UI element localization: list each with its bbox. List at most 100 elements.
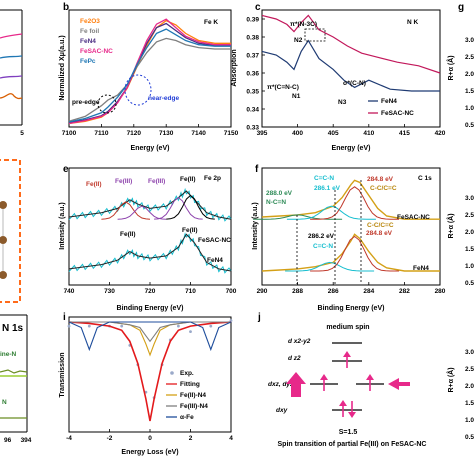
x-axis-label: Energy (eV) bbox=[332, 145, 371, 152]
legend-entry: FeN4 bbox=[413, 265, 429, 272]
x-tick-label: 7120 bbox=[127, 130, 142, 137]
chart-subtitle: Fe 2p bbox=[204, 175, 221, 182]
component-peak bbox=[310, 186, 400, 220]
series-lines bbox=[261, 14, 441, 92]
annotation: 288.0 eV bbox=[266, 190, 293, 197]
legend-entry: Fe foil bbox=[80, 28, 99, 35]
y-axis-label: Normalized Xμ(a.u.) bbox=[59, 35, 66, 100]
series-line bbox=[68, 22, 231, 124]
legend-entry: Fe(II)-N4 bbox=[180, 392, 206, 399]
x-tick-label: 7140 bbox=[191, 130, 206, 137]
annotation: Fe(III) bbox=[148, 178, 165, 185]
data-point bbox=[209, 324, 213, 328]
y-tick-label: 1.5 bbox=[465, 400, 474, 407]
x-axis-label: Energy (eV) bbox=[131, 145, 170, 152]
plot-frame bbox=[261, 167, 441, 286]
panel-j: j medium spin d x2-y2 d z2 dxz, dyz dxy … bbox=[257, 312, 426, 448]
x-tick-label: 410 bbox=[363, 130, 374, 137]
component-peak bbox=[154, 196, 203, 220]
left-strip-label: ine-N bbox=[0, 351, 17, 358]
up-arrow-icon bbox=[286, 372, 306, 397]
y-tick-label: 2.5 bbox=[465, 212, 474, 219]
series-lines bbox=[68, 18, 231, 125]
y-tick-label: 1.5 bbox=[465, 88, 474, 95]
atom-icon bbox=[0, 271, 7, 279]
annotation: near-edge bbox=[148, 95, 179, 102]
annotation: 286.2 eV bbox=[308, 233, 335, 240]
series-line bbox=[68, 18, 231, 125]
left-strip-label: N bbox=[2, 399, 7, 406]
panel-label-j: j bbox=[257, 312, 261, 323]
y-tick-label: 3.0 bbox=[465, 37, 474, 44]
x-tick-label: 282 bbox=[399, 288, 410, 295]
x-tick-label: 7150 bbox=[224, 130, 239, 137]
annotation: N-C=N bbox=[266, 199, 286, 206]
y-tick-label: 3.0 bbox=[465, 195, 474, 202]
series-line bbox=[261, 179, 440, 220]
data-point bbox=[177, 324, 180, 328]
x-axis-label: Binding Energy (eV) bbox=[117, 305, 184, 312]
x-tick-label: 710 bbox=[185, 288, 196, 295]
x-tick-labels: -4 -2 0 2 4 bbox=[66, 429, 233, 442]
legend-entry: Fitting bbox=[180, 381, 200, 388]
x-tick-label: 288 bbox=[292, 288, 303, 295]
panel-e: e Fe 2p 740 730 720 710 700 Binding Energy (… bbox=[59, 164, 237, 312]
left-strip-tick: 394 bbox=[21, 437, 32, 444]
x-tick-label: 730 bbox=[104, 288, 115, 295]
x-tick-label: 7100 bbox=[62, 130, 77, 137]
left-arrow-icon bbox=[388, 378, 410, 390]
plot-frame bbox=[261, 9, 441, 128]
y-tick-label: 2.5 bbox=[465, 366, 474, 373]
legend: Fe2O3 Fe foil FeN4 FeSAC-NC FePc bbox=[80, 18, 113, 65]
panel-i: i -4 -2 0 2 4 Energy Loss (eV) Transmission … bbox=[59, 312, 233, 456]
x-tick-label: 420 bbox=[435, 130, 446, 137]
level-label: d x2-y2 bbox=[288, 338, 311, 345]
panel-label-b: b bbox=[63, 2, 69, 13]
legend: FeN4 FeSAC-NC bbox=[368, 98, 414, 117]
x-tick-label: 415 bbox=[399, 130, 410, 137]
chart-subtitle: C 1s bbox=[418, 175, 432, 182]
y-tick-label: 0.5 bbox=[465, 280, 474, 287]
series-lines bbox=[67, 319, 233, 422]
legend-entry: FeSAC-NC bbox=[381, 110, 414, 117]
y-tick-label: 0.5 bbox=[465, 434, 474, 441]
level-label: dxz, dyz bbox=[268, 381, 294, 388]
panel-label-g: g bbox=[458, 2, 464, 13]
series-lines bbox=[68, 187, 232, 274]
x-tick-label: 400 bbox=[292, 130, 303, 137]
legend-entry: Fe(III)-N4 bbox=[180, 403, 208, 410]
y-tick-label: 1.0 bbox=[465, 105, 474, 112]
data-point bbox=[67, 324, 71, 328]
x-tick-label: 740 bbox=[64, 288, 75, 295]
fit-envelope bbox=[68, 190, 232, 220]
y-axis-label: R+α (Å) bbox=[446, 55, 455, 80]
diagram-title: medium spin bbox=[326, 324, 369, 331]
left-strip-panel-label: N 1s bbox=[2, 323, 24, 334]
x-tick-label: 7110 bbox=[94, 130, 108, 137]
annotation: 286.1 eV bbox=[314, 185, 341, 192]
tick-labels: 395 400 405 410 415 420 0.39 0.38 0.37 0.36 0.35 0.… bbox=[246, 17, 445, 138]
component-peak bbox=[285, 261, 375, 272]
atom-icon bbox=[0, 236, 7, 244]
y-axis-label: Transmission bbox=[59, 352, 66, 397]
y-axis-label: Absorption bbox=[231, 49, 238, 86]
x-tick-label: 290 bbox=[257, 288, 268, 295]
series-line bbox=[261, 233, 440, 272]
left-strip: 5 N 1s ine-N N 96 394 bbox=[0, 9, 32, 444]
legend-entry: FeN4 bbox=[207, 257, 223, 264]
x-tick-label: -2 bbox=[107, 435, 113, 442]
x-tick-label: 395 bbox=[257, 130, 268, 137]
y-tick-label: 0.39 bbox=[246, 17, 259, 24]
level-label: d z2 bbox=[288, 355, 301, 362]
data-point bbox=[120, 324, 124, 328]
legend-entry: FePc bbox=[80, 58, 96, 65]
x-tick-label: 2 bbox=[189, 435, 193, 442]
x-tick-label: -4 bbox=[66, 435, 72, 442]
y-tick-label: 0.38 bbox=[246, 35, 259, 42]
data-point bbox=[189, 330, 192, 333]
x-tick-labels: 740 730 720 710 700 bbox=[64, 282, 237, 295]
y-tick-label: 1.5 bbox=[465, 246, 474, 253]
y-tick-label: 0.33 bbox=[246, 125, 259, 132]
peak-box bbox=[304, 28, 326, 42]
